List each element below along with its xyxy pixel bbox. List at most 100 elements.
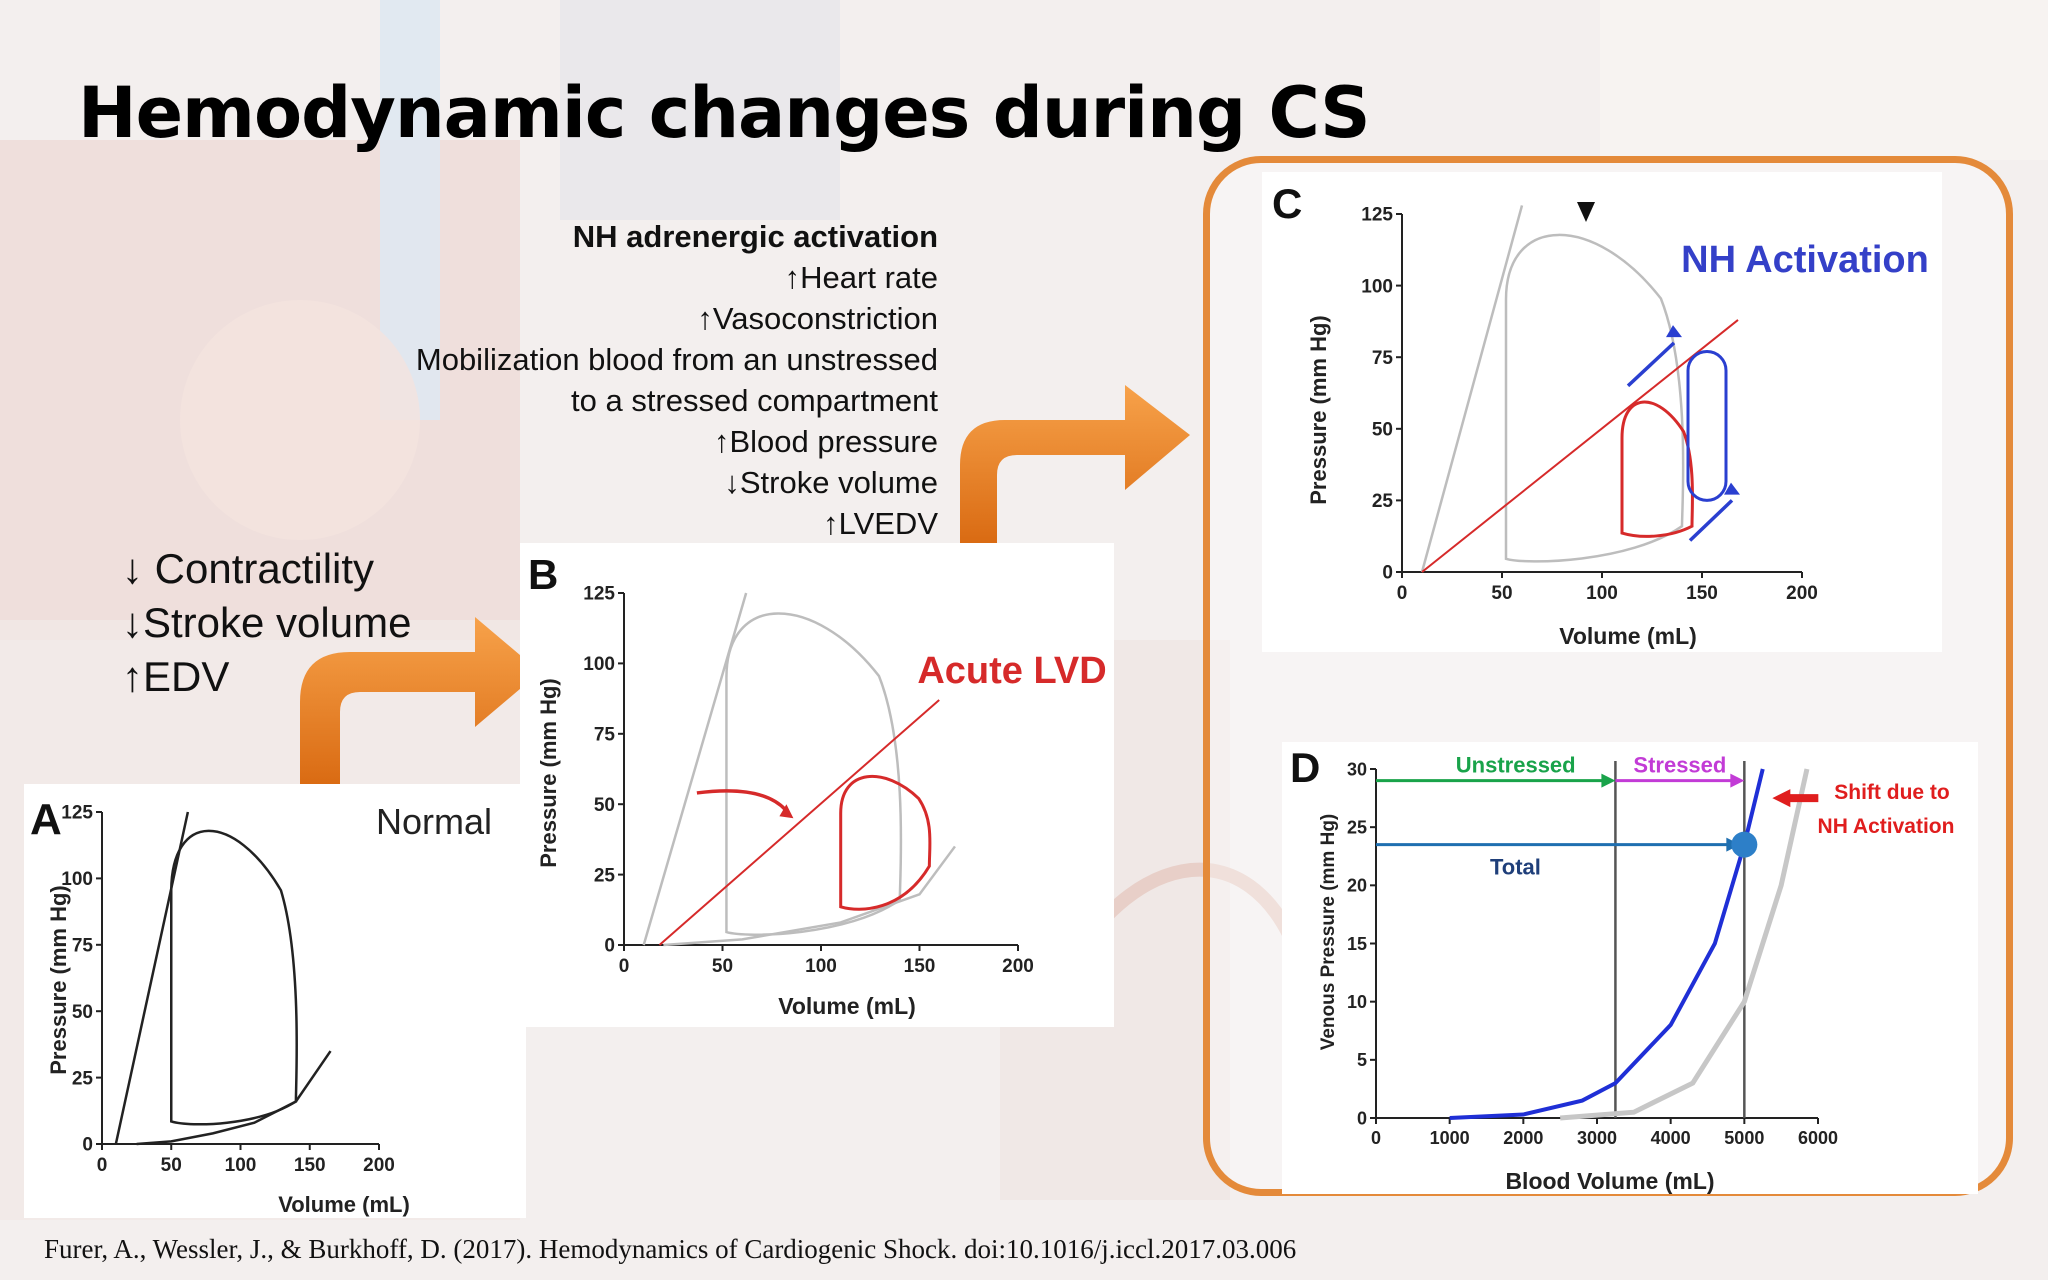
up-arrow	[1626, 341, 1676, 388]
y-tick-label: 0	[1357, 1108, 1367, 1128]
x-axis-label: Volume (mL)	[778, 993, 916, 1019]
panel-letter: A	[30, 795, 62, 844]
panel-a: A Normal Volume (mL) Pressure (mm Hg) 0 5…	[24, 784, 526, 1218]
y-tick-label: 50	[594, 795, 615, 816]
y-tick-label: 75	[1372, 348, 1394, 369]
x-tick-label: 6000	[1798, 1128, 1838, 1148]
y-tick-label: 0	[82, 1135, 93, 1156]
stressed-arrowhead-icon	[1730, 773, 1745, 788]
nh-item: ↑LVEDV	[823, 506, 938, 541]
x-axis-label: Volume (mL)	[1559, 623, 1697, 649]
nh-item: Mobilization blood from an unstressed	[415, 342, 938, 377]
arrowhead-marker-icon	[1577, 202, 1595, 222]
compliance-curve	[1559, 768, 1810, 1121]
y-tick-label: 0	[604, 936, 615, 957]
shift-arrowhead-icon	[779, 804, 794, 819]
pv-loop	[170, 829, 298, 1126]
lvd-pv-loop	[1620, 400, 1694, 538]
y-tick-label: 75	[594, 724, 616, 745]
lvd-item: ↓Stroke volume	[122, 599, 412, 646]
y-tick-label: 50	[1372, 419, 1393, 440]
y-tick-label: 125	[1361, 205, 1393, 226]
panel-b: B Acute LVD Volume (mL) Pressure (mm Hg)…	[520, 543, 1114, 1027]
shift-label-line1: Shift due to	[1834, 781, 1949, 804]
y-tick-label: 0	[1382, 563, 1393, 584]
acute-lvd-list: ↓ Contractility ↓Stroke volume ↑EDV	[122, 542, 411, 704]
reduced-esvpr-line	[1421, 319, 1739, 573]
lvd-item: ↓ Contractility	[122, 545, 375, 592]
x-tick-label: 100	[225, 1155, 257, 1176]
y-tick-label: 100	[61, 869, 93, 890]
y-tick-label: 125	[583, 584, 615, 605]
x-tick-label: 200	[1002, 956, 1034, 977]
x-tick-label: 0	[1397, 583, 1408, 604]
x-tick-label: 200	[363, 1155, 395, 1176]
lvd-item: ↑EDV	[122, 653, 230, 700]
normal-esvpr-line	[1420, 205, 1524, 573]
y-tick-label: 25	[1372, 491, 1394, 512]
nh-item: ↓Stroke volume	[724, 465, 938, 500]
x-tick-label: 200	[1786, 583, 1818, 604]
y-tick-label: 10	[1347, 992, 1367, 1012]
unstressed-label: Unstressed	[1456, 753, 1576, 778]
esvpr-line	[114, 811, 190, 1145]
x-tick-label: 0	[97, 1155, 108, 1176]
nh-item: ↑Heart rate	[784, 260, 938, 295]
x-tick-label: 0	[1371, 1128, 1381, 1148]
y-tick-label: 125	[61, 803, 93, 824]
chart-title: Acute LVD	[917, 650, 1106, 692]
edpvr-curve	[663, 845, 956, 947]
x-tick-label: 50	[1491, 583, 1512, 604]
x-axis-label: Volume (mL)	[278, 1192, 410, 1217]
x-tick-label: 0	[619, 956, 630, 977]
citation: Furer, A., Wessler, J., & Burkhoff, D. (…	[44, 1234, 1297, 1264]
up-arrowhead-icon	[1724, 482, 1740, 495]
chart-title: NH Activation	[1681, 239, 1929, 281]
y-axis-label: Pressure (mm Hg)	[536, 678, 561, 868]
y-tick-label: 5	[1357, 1050, 1367, 1070]
operating-point	[1731, 831, 1758, 858]
nh-item: to a stressed compartment	[571, 383, 938, 418]
panel-d: D Blood Volume (mL) Venous Pressure (mm …	[1282, 742, 1978, 1194]
up-arrow	[1688, 499, 1734, 542]
reduced-esvpr-line	[658, 699, 940, 946]
shift-arrow	[696, 789, 787, 812]
slide-title: Hemodynamic changes during CS	[78, 72, 1371, 154]
x-tick-label: 3000	[1577, 1128, 1617, 1148]
shift-arrow-icon	[1772, 789, 1819, 808]
nh-item: ↑Vasoconstriction	[697, 301, 938, 336]
nh-activation-list: NH adrenergic activation ↑Heart rate ↑Va…	[416, 216, 938, 544]
x-tick-label: 50	[161, 1155, 182, 1176]
x-tick-label: 2000	[1503, 1128, 1543, 1148]
y-tick-label: 75	[72, 935, 94, 956]
edpvr-curve	[136, 1050, 332, 1146]
nh-item: ↑Blood pressure	[713, 424, 938, 459]
x-tick-label: 150	[294, 1155, 326, 1176]
y-tick-label: 100	[1361, 276, 1393, 297]
arrow-a-to-b-icon	[300, 617, 540, 787]
normal-pv-loop	[1504, 233, 1685, 563]
y-tick-label: 25	[594, 865, 616, 886]
nh-pv-loop	[1686, 349, 1728, 502]
x-tick-label: 4000	[1651, 1128, 1691, 1148]
arrow-b-to-c-icon	[960, 385, 1190, 545]
lvd-pv-loop	[839, 775, 932, 911]
y-tick-label: 100	[583, 654, 615, 675]
panel-letter: B	[528, 551, 558, 598]
shift-label-line2: NH Activation	[1818, 815, 1955, 838]
y-tick-label: 50	[72, 1002, 93, 1023]
chart-b: B Acute LVD Volume (mL) Pressure (mm Hg)…	[528, 551, 1107, 1019]
up-arrowhead-icon	[1666, 325, 1682, 338]
y-tick-label: 25	[1347, 817, 1367, 837]
y-tick-label: 20	[1347, 876, 1367, 896]
x-tick-label: 1000	[1430, 1128, 1470, 1148]
chart-title: Normal	[376, 801, 492, 842]
y-tick-label: 30	[1347, 759, 1367, 779]
x-tick-label: 5000	[1724, 1128, 1764, 1148]
y-axis-label: Pressure (mm Hg)	[1306, 315, 1331, 505]
total-label: Total	[1490, 855, 1541, 880]
x-tick-label: 150	[904, 956, 936, 977]
chart-c: C NH Activation Volume (mL) Pressure (mm…	[1272, 180, 1929, 649]
stressed-label: Stressed	[1633, 753, 1726, 778]
chart-d: D Blood Volume (mL) Venous Pressure (mm …	[1290, 744, 1955, 1194]
